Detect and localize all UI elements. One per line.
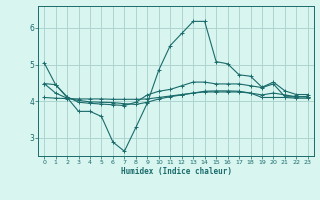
X-axis label: Humidex (Indice chaleur): Humidex (Indice chaleur) (121, 167, 231, 176)
